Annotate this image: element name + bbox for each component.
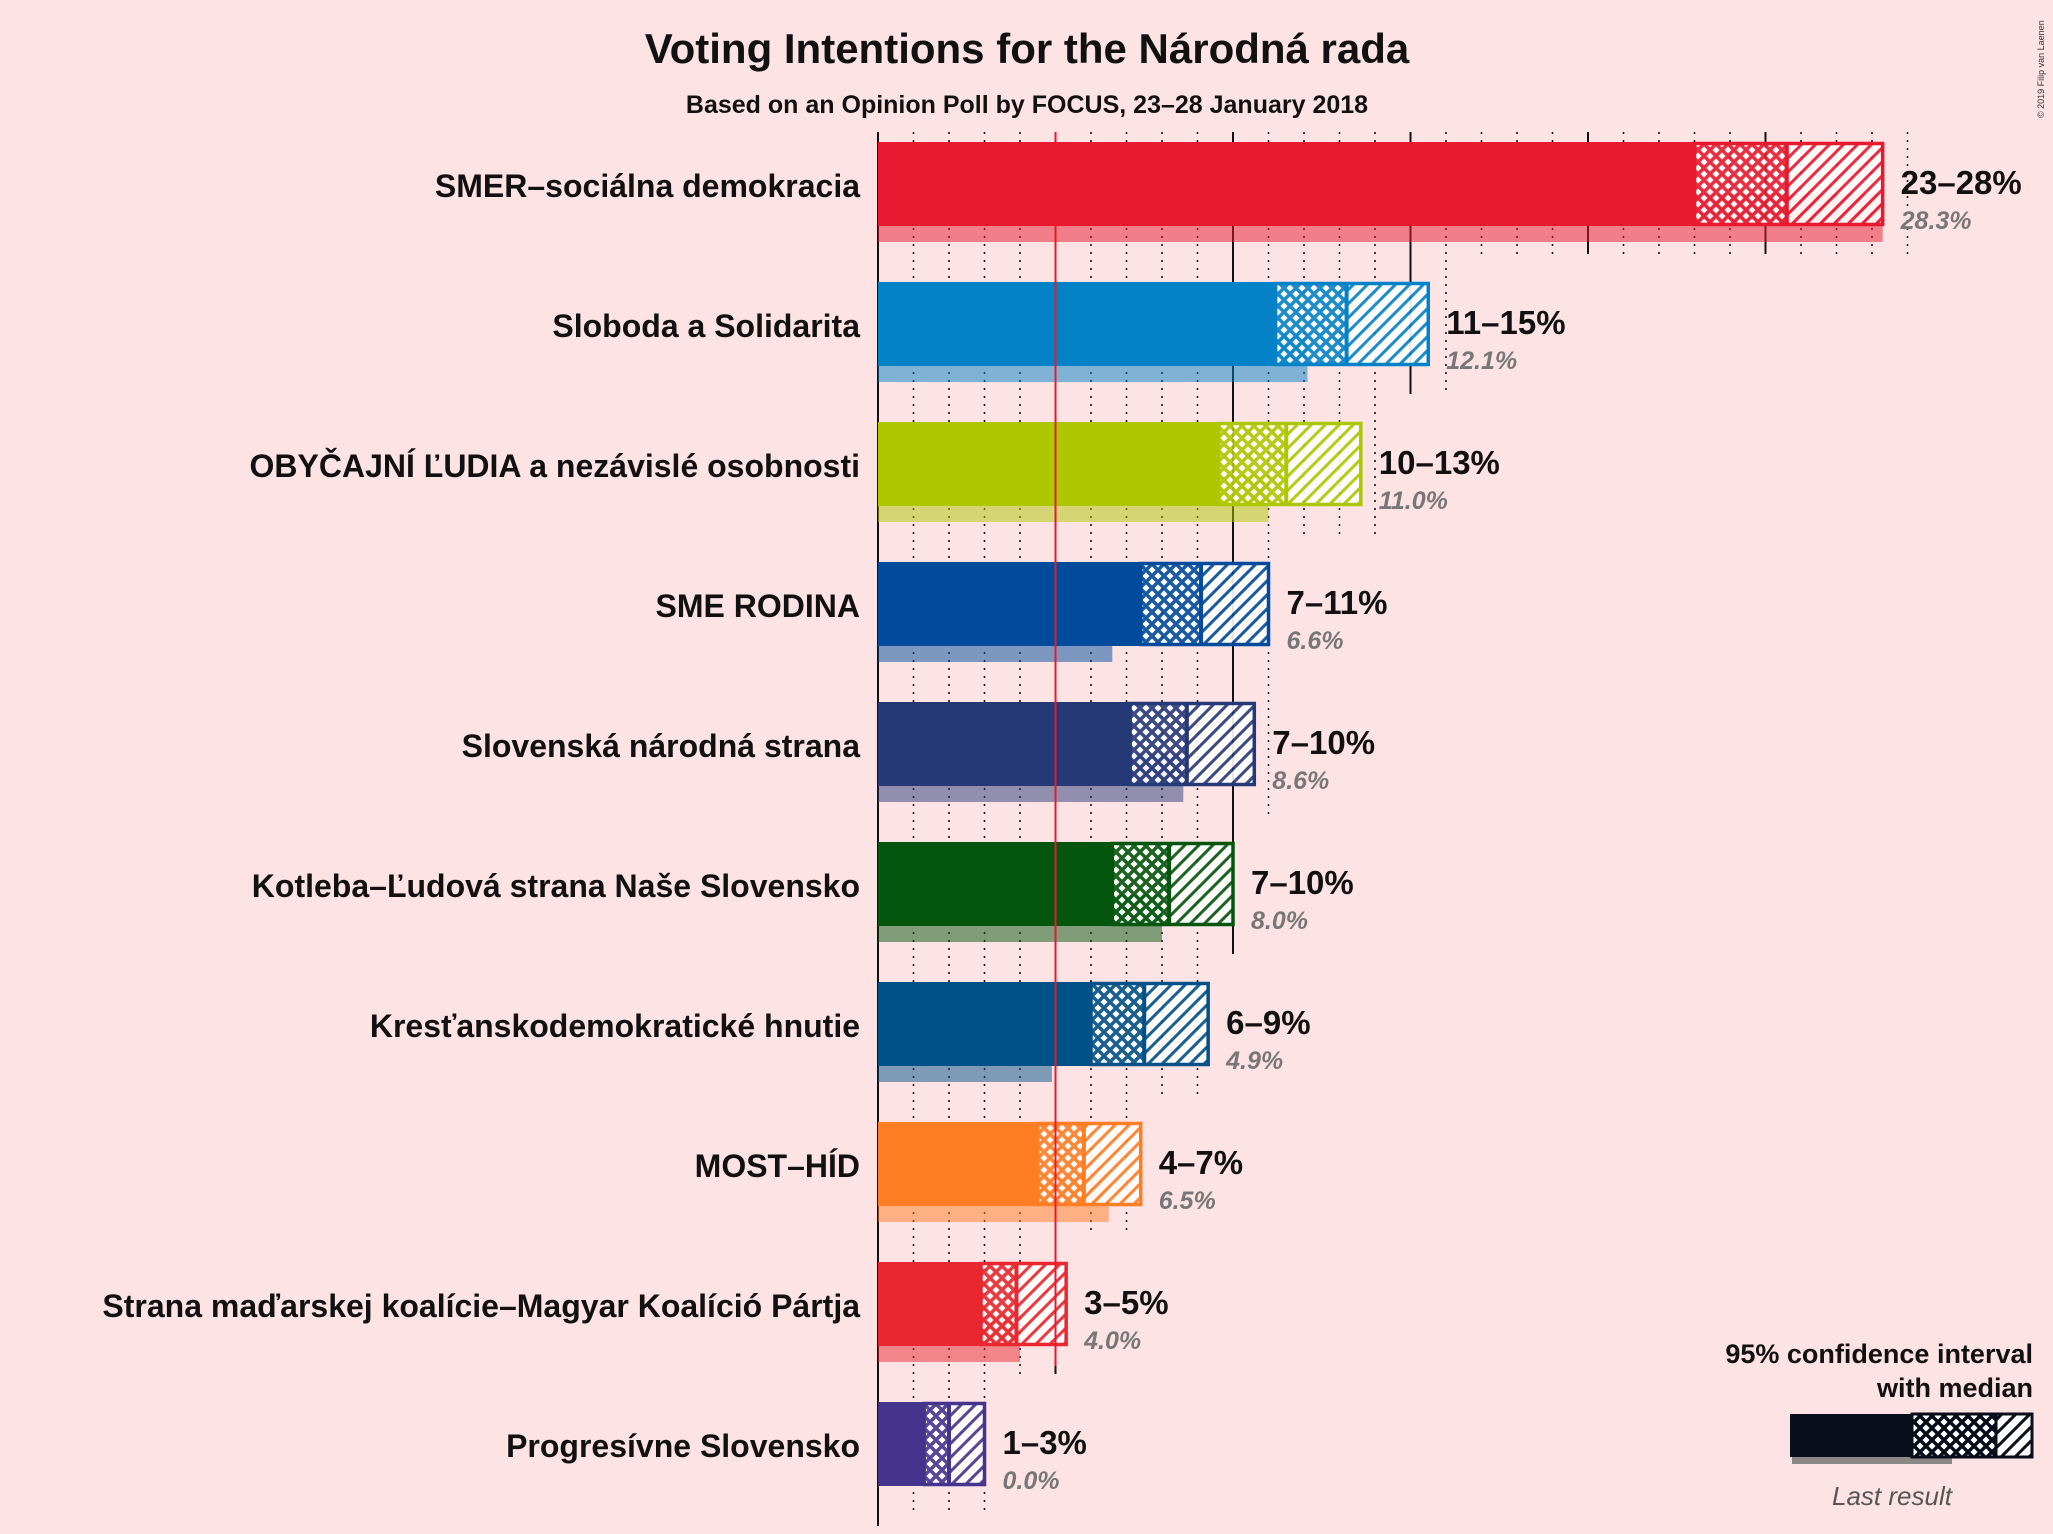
party-label: OBYČAJNÍ ĽUDIA a nezávislé osobnosti [250, 448, 860, 484]
ci-solid-bar [878, 1122, 1038, 1206]
ci-range-label: 7–10% [1251, 864, 1354, 901]
legend-title-line1: 95% confidence interval [1725, 1339, 2033, 1369]
ci-upper-half-bar [1016, 1262, 1067, 1346]
ci-lower-half-bar [980, 1262, 1017, 1346]
party-label: SMER–sociálna demokracia [435, 168, 860, 204]
copyright-notice: © 2019 Filip van Laenen [2036, 20, 2046, 118]
ci-range-label: 6–9% [1226, 1004, 1310, 1041]
ci-outline [1110, 841, 1235, 927]
last-result-label: 11.0% [1379, 487, 1448, 515]
legend-last-result-label: Last result [1832, 1481, 1954, 1511]
ci-outline [1089, 981, 1210, 1067]
ci-outline [1128, 701, 1257, 787]
ci-lower-half-bar [1694, 142, 1787, 226]
ci-outline [1217, 421, 1363, 507]
ci-solid-bar [878, 982, 1091, 1066]
ci-upper-half-bar [1286, 422, 1361, 506]
ci-solid-bar [878, 562, 1141, 646]
last-result-label: 6.5% [1159, 1187, 1216, 1215]
ci-upper-half-bar [1346, 282, 1429, 366]
party-label: Slovenská národná strana [462, 728, 861, 764]
ci-solid-bar [878, 1402, 925, 1486]
ci-lower-half-bar [1218, 422, 1287, 506]
last-result-label: 8.6% [1272, 767, 1329, 795]
ci-upper-half-bar [1201, 562, 1269, 646]
party-label: MOST–HÍD [695, 1148, 860, 1184]
ci-range-label: 23–28% [1901, 164, 2022, 201]
last-result-label: 6.6% [1287, 627, 1344, 655]
ci-outline [922, 1401, 987, 1487]
chart-subtitle: Based on an Opinion Poll by FOCUS, 23–28… [686, 91, 1368, 119]
ci-solid-bar [878, 842, 1113, 926]
ci-lower-half-bar [1130, 702, 1187, 786]
ci-lower-half-bar [1091, 982, 1145, 1066]
ci-range-label: 7–10% [1272, 724, 1375, 761]
last-result-label: 4.0% [1083, 1327, 1141, 1355]
ci-range-label: 10–13% [1379, 444, 1500, 481]
bars [878, 141, 1885, 1487]
ci-outline [1138, 561, 1271, 647]
ci-outline [1273, 281, 1430, 367]
last-result-label: 8.0% [1251, 907, 1308, 935]
party-label: Sloboda a Solidarita [552, 308, 860, 344]
legend-hatch-swatch [1994, 1412, 2034, 1459]
legend-solid-swatch [1790, 1414, 1912, 1457]
ci-range-label: 11–15% [1446, 304, 1565, 341]
party-label: Kotleba–Ľudová strana Naše Slovensko [252, 868, 860, 904]
party-labels: SMER–sociálna demokracia 23–28% 28.3% Slobo… [102, 164, 2021, 1495]
ci-range-label: 3–5% [1084, 1284, 1168, 1321]
ci-upper-half-bar [1083, 1122, 1141, 1206]
ci-solid-bar [878, 1262, 981, 1346]
party-label: SME RODINA [656, 588, 860, 624]
ci-upper-half-bar [1786, 142, 1883, 226]
legend-title-line2: with median [1876, 1373, 2033, 1403]
ci-range-label: 1–3% [1003, 1424, 1087, 1461]
ci-outline [979, 1261, 1068, 1347]
last-result-label: 12.1% [1446, 347, 1517, 375]
party-label: Kresťanskodemokratické hnutie [370, 1008, 860, 1044]
ci-solid-bar [878, 422, 1219, 506]
ci-solid-bar [878, 282, 1276, 366]
legend: 95% confidence interval with median Last… [1725, 1339, 2034, 1511]
ci-upper-half-bar [1169, 842, 1233, 926]
ci-solid-bar [878, 702, 1131, 786]
ci-lower-half-bar [1037, 1122, 1084, 1206]
ci-upper-half-bar [1186, 702, 1255, 786]
ci-lower-half-bar [1275, 282, 1347, 366]
ci-lower-half-bar [924, 1402, 949, 1486]
ci-solid-bar [878, 142, 1695, 226]
ci-lower-half-bar [1112, 842, 1170, 926]
ci-range-label: 4–7% [1159, 1144, 1243, 1181]
last-result-label: 0.0% [1003, 1467, 1060, 1495]
party-label: Progresívne Slovensko [506, 1428, 860, 1464]
party-label: Strana maďarskej koalície–Magyar Koalíci… [102, 1288, 860, 1324]
last-result-label: 28.3% [1900, 207, 1972, 235]
ci-upper-half-bar [949, 1402, 985, 1486]
legend-cross-swatch [1910, 1412, 1998, 1459]
chart-title: Voting Intentions for the Národná rada [645, 25, 1410, 72]
ci-upper-half-bar [1144, 982, 1209, 1066]
ci-outline [1036, 1121, 1143, 1207]
last-result-label: 4.9% [1225, 1047, 1283, 1075]
ci-range-label: 7–11% [1287, 584, 1388, 621]
ci-lower-half-bar [1140, 562, 1202, 646]
